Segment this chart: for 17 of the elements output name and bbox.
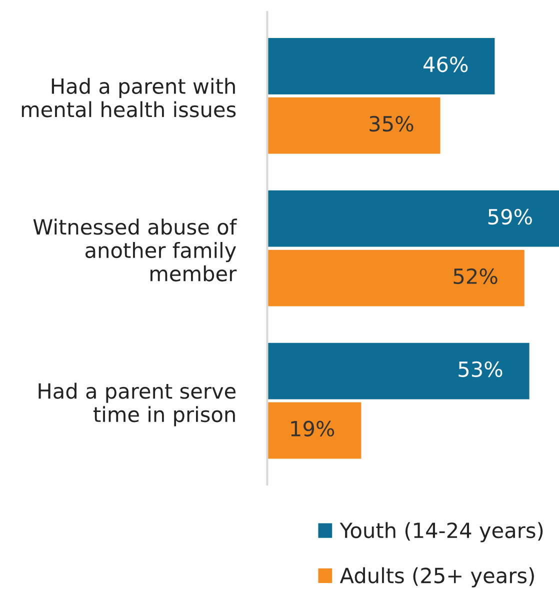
data-label: 35% <box>370 116 414 132</box>
bar <box>267 190 559 247</box>
legend-label: Adults (25+ years) <box>340 567 534 588</box>
bar <box>267 250 524 306</box>
bar <box>267 402 362 459</box>
data-label: 59% <box>488 208 532 225</box>
bar <box>267 38 495 94</box>
data-label: 19% <box>291 420 334 437</box>
y-tick-label: Had a parent with mental health issues <box>22 78 236 118</box>
data-label: 46% <box>424 56 468 72</box>
y-tick-label: Witnessed abuse of another family member <box>33 218 238 282</box>
data-label: 52% <box>454 268 498 284</box>
bar <box>267 342 530 400</box>
legend-label: Youth (14-24 years) <box>340 522 543 542</box>
y-tick-label: Had a parent serve time in prison <box>38 382 236 426</box>
data-label: 53% <box>458 361 502 378</box>
bar <box>267 97 440 154</box>
